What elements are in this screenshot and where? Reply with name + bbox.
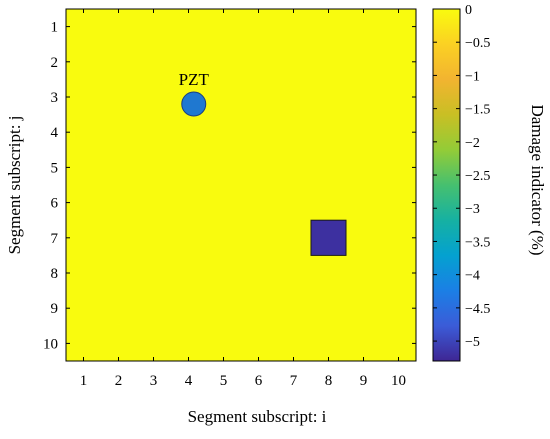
y-tick-label: 9 [51,301,59,317]
y-tick-label: 3 [51,90,59,106]
colorbar-tick-label: −3.5 [465,235,490,250]
heatmap-background [66,9,416,361]
x-tick-label: 9 [360,373,368,389]
colorbar [432,8,461,362]
colorbar-tick-label: −2 [465,136,480,151]
heatmap-cells [310,219,347,256]
colorbar-tick-label: −5 [465,335,480,350]
colorbar-ticks: 0 −0.5 −1 −1.5 −2 −2.5 −3 −3.5 −4 −4.5 −5 [433,3,490,350]
x-axis-label: Segment subscript: i [188,407,327,426]
y-axis-label: Segment subscript: j [5,116,24,255]
y-tick-label: 7 [51,231,59,247]
x-tick-label: 2 [115,373,123,389]
x-tick-label: 6 [255,373,263,389]
colorbar-tick-label: −3 [465,202,480,217]
colorbar-tick-label: −4.5 [465,302,490,317]
annotations: PZT [179,70,210,117]
colorbar-tick-label: −4 [465,269,480,284]
y-tick-label: 5 [51,160,59,176]
pzt-marker [181,91,207,117]
colorbar-tick-label: −0.5 [465,36,490,51]
damage-cell-0 [310,219,347,256]
colorbar-label: Damage indicator (%) [528,104,547,255]
x-tick-label: 3 [150,373,158,389]
pzt-label: PZT [179,70,210,89]
x-tick-label: 8 [325,373,333,389]
x-tick-label: 10 [391,373,406,389]
colorbar-tick-label: −2.5 [465,169,490,184]
axis-ticks: 1 2 3 4 5 6 7 8 9 10 1 2 3 4 5 6 7 8 9 10 [43,9,416,389]
y-tick-label: 10 [43,336,58,352]
y-tick-label: 4 [51,125,59,141]
y-tick-label: 1 [51,20,59,36]
colorbar-tick-label: −1.5 [465,103,490,118]
x-tick-label: 4 [185,373,193,389]
x-tick-label: 5 [220,373,228,389]
y-tick-label: 6 [51,196,59,212]
x-tick-label: 1 [80,373,88,389]
colorbar-tick-label: 0 [465,3,472,18]
x-tick-label: 7 [290,373,298,389]
y-tick-label: 2 [51,55,59,71]
y-tick-label: 8 [51,266,59,282]
colorbar-tick-label: −1 [465,69,480,84]
plot-frame [65,8,417,362]
